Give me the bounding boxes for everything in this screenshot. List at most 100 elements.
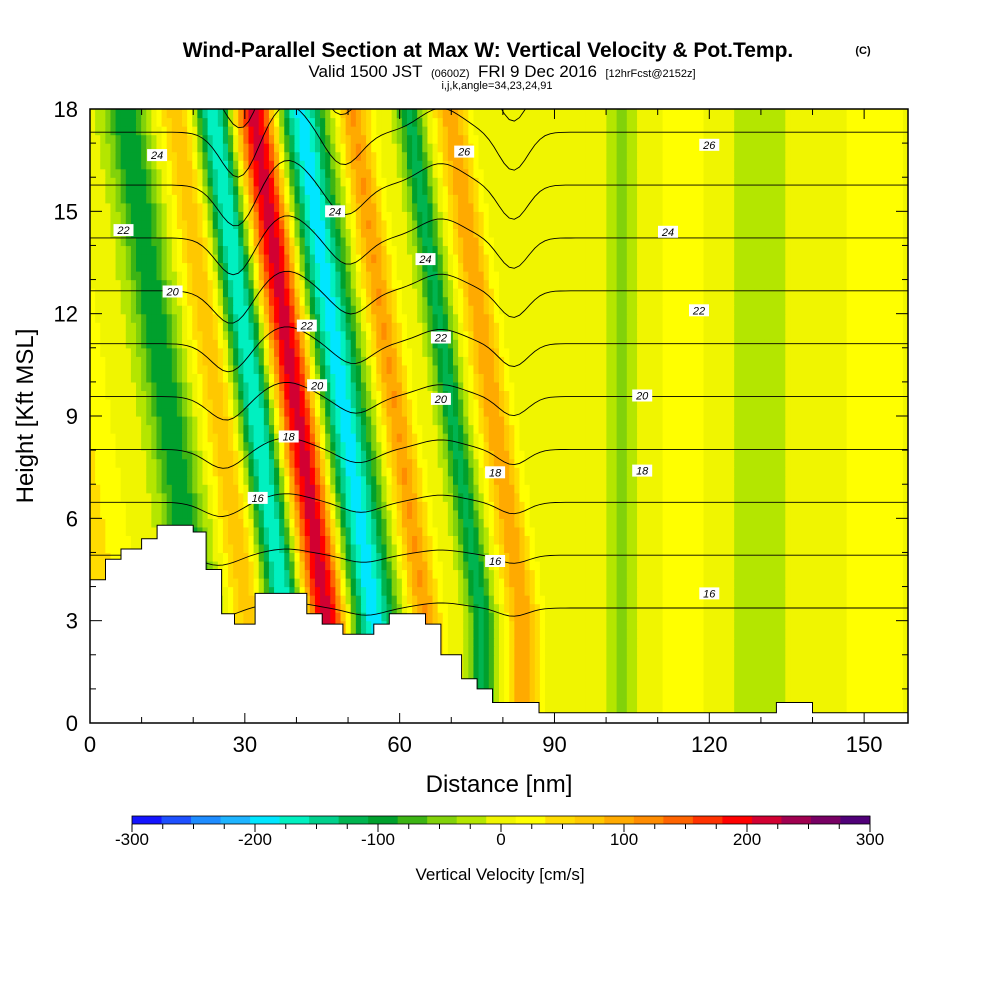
field-cell bbox=[611, 586, 618, 596]
field-cell bbox=[708, 578, 715, 588]
field-cell bbox=[120, 518, 127, 528]
field-cell bbox=[795, 629, 802, 639]
field-cell bbox=[785, 484, 792, 494]
field-cell bbox=[723, 680, 730, 690]
field-cell bbox=[718, 586, 725, 596]
field-cell bbox=[892, 612, 899, 622]
field-cell bbox=[371, 492, 377, 502]
field-cell bbox=[524, 578, 531, 588]
field-cell bbox=[381, 578, 388, 588]
field-cell bbox=[391, 586, 398, 596]
field-cell bbox=[739, 620, 745, 630]
field-cell bbox=[688, 509, 694, 519]
field-cell bbox=[325, 612, 331, 622]
field-cell bbox=[652, 620, 659, 630]
field-cell bbox=[422, 552, 429, 562]
field-cell bbox=[151, 450, 158, 460]
field-cell bbox=[754, 697, 761, 707]
field-cell bbox=[841, 595, 848, 605]
field-cell bbox=[718, 552, 725, 562]
field-cell bbox=[902, 526, 908, 536]
field-cell bbox=[892, 484, 899, 494]
field-cell bbox=[677, 595, 684, 605]
field-cell bbox=[723, 578, 730, 588]
field-cell bbox=[524, 458, 531, 468]
field-cell bbox=[478, 526, 485, 536]
field-cell bbox=[800, 578, 807, 588]
field-cell bbox=[412, 560, 418, 571]
field-cell bbox=[478, 552, 485, 562]
field-cell bbox=[887, 680, 894, 690]
field-cell bbox=[268, 501, 275, 511]
field-cell bbox=[591, 543, 597, 554]
field-cell bbox=[744, 637, 751, 647]
field-cell bbox=[856, 697, 863, 707]
field-cell bbox=[222, 560, 229, 571]
field-cell bbox=[795, 552, 802, 562]
field-cell bbox=[642, 654, 648, 664]
field-cell bbox=[248, 501, 255, 511]
field-cell bbox=[698, 518, 705, 528]
field-cell bbox=[493, 535, 500, 545]
field-cell bbox=[519, 552, 526, 562]
field-cell bbox=[555, 612, 561, 622]
field-cell bbox=[902, 612, 908, 622]
field-cell bbox=[872, 467, 878, 477]
field-cell bbox=[861, 688, 868, 699]
field-cell bbox=[688, 697, 694, 707]
field-cell bbox=[473, 569, 480, 579]
field-cell bbox=[672, 467, 679, 477]
field-cell bbox=[258, 526, 265, 536]
field-cell bbox=[902, 595, 908, 605]
field-cell bbox=[350, 509, 357, 519]
field-cell bbox=[504, 680, 510, 690]
field-cell bbox=[360, 560, 367, 571]
field-cell bbox=[514, 526, 521, 536]
field-cell bbox=[754, 501, 761, 511]
field-cell bbox=[718, 620, 725, 630]
field-cell bbox=[146, 526, 152, 536]
field-cell bbox=[851, 492, 858, 502]
field-cell bbox=[529, 603, 536, 613]
field-cell bbox=[688, 680, 694, 690]
field-cell bbox=[555, 509, 561, 519]
field-cell bbox=[279, 518, 285, 528]
field-cell bbox=[125, 458, 132, 468]
field-cell bbox=[897, 552, 904, 562]
field-cell bbox=[810, 637, 817, 647]
field-cell bbox=[693, 663, 699, 673]
field-cell bbox=[355, 620, 362, 630]
field-cell bbox=[815, 688, 822, 699]
field-cell bbox=[386, 484, 393, 494]
field-cell bbox=[693, 475, 699, 485]
field-cell bbox=[580, 509, 587, 519]
field-cell bbox=[790, 509, 797, 519]
field-cell bbox=[268, 535, 275, 545]
field-cell bbox=[151, 526, 158, 536]
field-cell bbox=[657, 492, 664, 502]
field-cell bbox=[212, 450, 219, 460]
field-cell bbox=[355, 603, 362, 613]
field-cell bbox=[539, 620, 546, 630]
field-cell bbox=[749, 552, 756, 562]
field-cell bbox=[483, 475, 490, 485]
field-cell bbox=[616, 680, 623, 690]
field-cell bbox=[330, 458, 336, 468]
field-cell bbox=[780, 586, 786, 596]
field-cell bbox=[565, 492, 572, 502]
field-cell bbox=[120, 467, 127, 477]
field-cell bbox=[836, 509, 843, 519]
field-cell bbox=[401, 501, 408, 511]
field-cell bbox=[601, 526, 607, 536]
field-cell bbox=[560, 526, 567, 536]
field-cell bbox=[872, 552, 878, 562]
field-cell bbox=[340, 535, 347, 545]
field-cell bbox=[355, 526, 362, 536]
field-cell bbox=[841, 526, 848, 536]
field-cell bbox=[892, 688, 899, 699]
field-cell bbox=[688, 654, 694, 664]
field-cell bbox=[754, 467, 761, 477]
field-cell bbox=[882, 475, 889, 485]
field-cell bbox=[718, 458, 725, 468]
field-cell bbox=[534, 569, 541, 579]
